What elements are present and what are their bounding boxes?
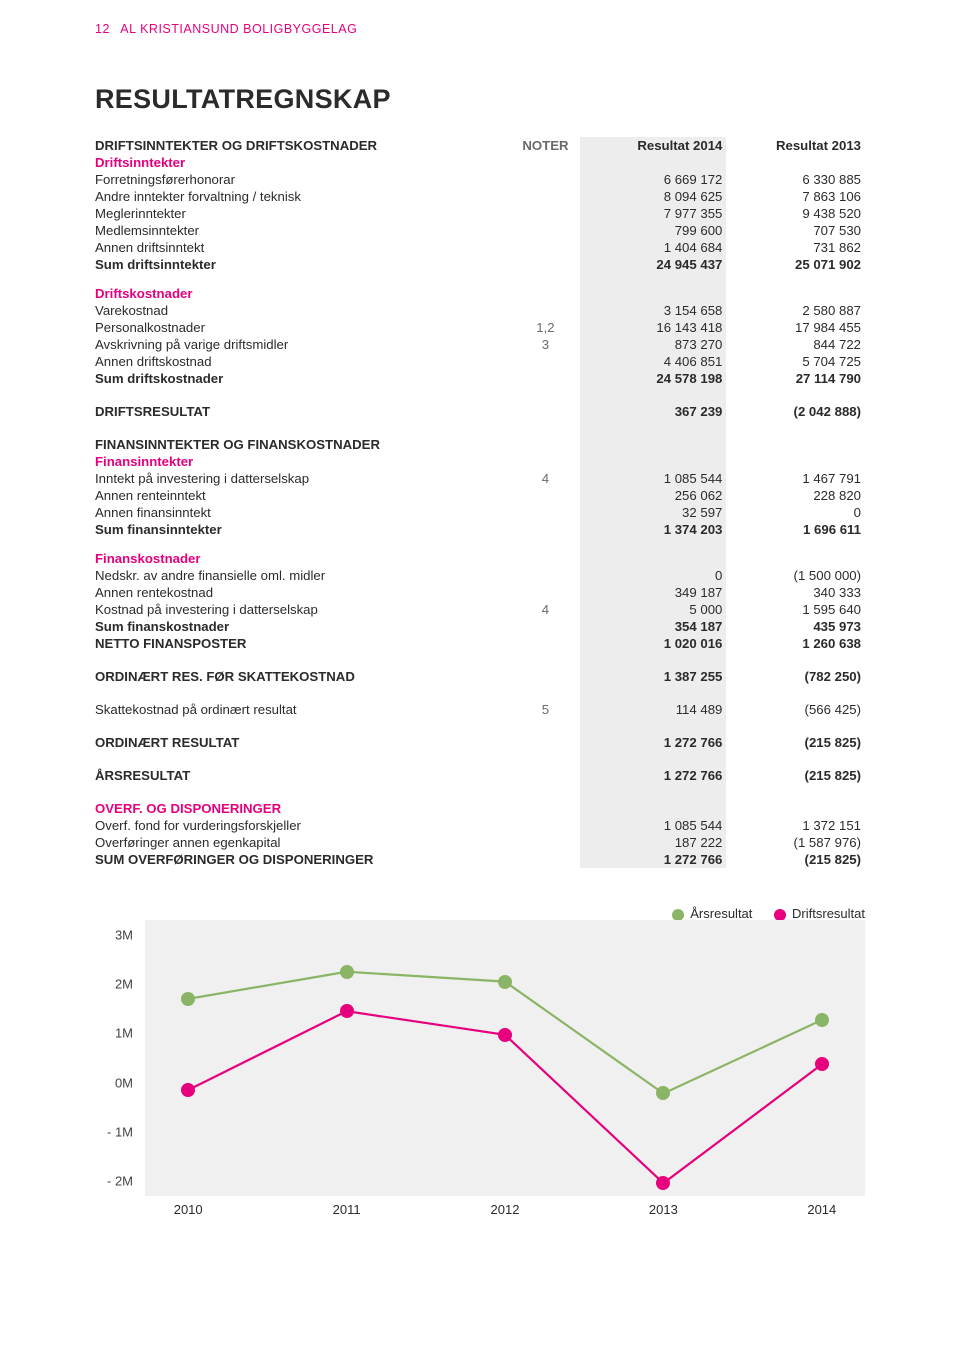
row-label: Avskrivning på varige driftsmidler — [95, 336, 511, 353]
row-sum: SUM OVERFØRINGER OG DISPONERINGER — [95, 851, 511, 868]
y-tick-label: - 2M — [107, 1174, 133, 1189]
driftsresultat: DRIFTSRESULTAT — [95, 403, 511, 420]
x-tick-label: 2012 — [491, 1202, 520, 1217]
chart-svg — [145, 920, 865, 1196]
y-tick-label: 2M — [115, 977, 133, 992]
row-bold: ÅRSRESULTAT — [95, 767, 511, 784]
marker-aars — [340, 965, 354, 979]
page-title: RESULTATREGNSKAP — [95, 84, 865, 115]
row-label: Forretningsførerhonorar — [95, 171, 511, 188]
x-tick-label: 2013 — [649, 1202, 678, 1217]
legend-dot-drift — [774, 909, 786, 921]
row-label: Overf. fond for vurderingsforskjeller — [95, 817, 511, 834]
section-head: FINANSINNTEKTER OG FINANSKOSTNADER — [95, 436, 511, 453]
chart-legend: Årsresultat Driftsresultat — [654, 906, 865, 921]
y-tick-label: 3M — [115, 927, 133, 942]
chart-plot-area — [145, 920, 865, 1196]
chart-y-axis: 3M 2M 1M 0M - 1M - 2M — [95, 920, 139, 1196]
row-sum: Sum finansinntekter — [95, 521, 511, 538]
row-label: Annen renteinntekt — [95, 487, 511, 504]
legend-label-drift: Driftsresultat — [792, 906, 865, 921]
y-tick-label: - 1M — [107, 1124, 133, 1139]
row-label: Annen finansinntekt — [95, 504, 511, 521]
subsection: Finanskostnader — [95, 550, 511, 567]
marker-aars — [181, 992, 195, 1006]
marker-aars — [656, 1086, 670, 1100]
marker-drift — [815, 1057, 829, 1071]
chart-x-axis: 2010 2011 2012 2013 2014 — [145, 1202, 865, 1222]
col-2014: Resultat 2014 — [580, 137, 726, 154]
row-sum: Sum driftskostnader — [95, 370, 511, 387]
subsection: Finansinntekter — [95, 453, 511, 470]
section-head: DRIFTSINNTEKTER OG DRIFTSKOSTNADER — [95, 137, 511, 154]
col-2013: Resultat 2013 — [726, 137, 865, 154]
legend-label-aars: Årsresultat — [690, 906, 752, 921]
section-head: OVERF. OG DISPONERINGER — [95, 800, 511, 817]
x-tick-label: 2014 — [807, 1202, 836, 1217]
results-chart: Årsresultat Driftsresultat 3M 2M 1M 0M - 1M -… — [95, 902, 865, 1222]
org-name: AL KRISTIANSUND BOLIGBYGGELAG — [120, 22, 357, 36]
row-label: Annen driftsinntekt — [95, 239, 511, 256]
y-tick-label: 1M — [115, 1026, 133, 1041]
row-net: NETTO FINANSPOSTER — [95, 635, 511, 652]
row-sum: Sum finanskostnader — [95, 618, 511, 635]
row-label: Personalkostnader — [95, 319, 511, 336]
marker-drift — [656, 1176, 670, 1190]
row-label: Nedskr. av andre finansielle oml. midler — [95, 567, 511, 584]
col-noter: NOTER — [511, 137, 580, 154]
row-label: Skattekostnad på ordinært resultat — [95, 701, 511, 718]
marker-drift — [340, 1004, 354, 1018]
legend-dot-aars — [672, 909, 684, 921]
x-tick-label: 2010 — [174, 1202, 203, 1217]
row-sum: Sum driftsinntekter — [95, 256, 511, 273]
row-label: Varekostnad — [95, 302, 511, 319]
row-label: Overføringer annen egenkapital — [95, 834, 511, 851]
row-label: Annen driftskostnad — [95, 353, 511, 370]
marker-aars — [815, 1013, 829, 1027]
subsection: Driftskostnader — [95, 285, 511, 302]
income-statement-table: DRIFTSINNTEKTER OG DRIFTSKOSTNADER NOTER… — [95, 137, 865, 868]
marker-drift — [498, 1028, 512, 1042]
marker-drift — [181, 1083, 195, 1097]
x-tick-label: 2011 — [333, 1202, 361, 1217]
marker-aars — [498, 975, 512, 989]
row-label: Annen rentekostnad — [95, 584, 511, 601]
row-label: Meglerinntekter — [95, 205, 511, 222]
page-number: 12 — [95, 22, 117, 36]
row-label: Andre inntekter forvaltning / teknisk — [95, 188, 511, 205]
row-label: Medlemsinntekter — [95, 222, 511, 239]
row-label: Kostnad på investering i datterselskap — [95, 601, 511, 618]
row-bold: ORDINÆRT RES. FØR SKATTEKOSTNAD — [95, 668, 511, 685]
page-header: 12 AL KRISTIANSUND BOLIGBYGGELAG — [95, 22, 865, 36]
row-bold: ORDINÆRT RESULTAT — [95, 734, 511, 751]
y-tick-label: 0M — [115, 1075, 133, 1090]
subsection: Driftsinntekter — [95, 154, 511, 171]
row-label: Inntekt på investering i datterselskap — [95, 470, 511, 487]
